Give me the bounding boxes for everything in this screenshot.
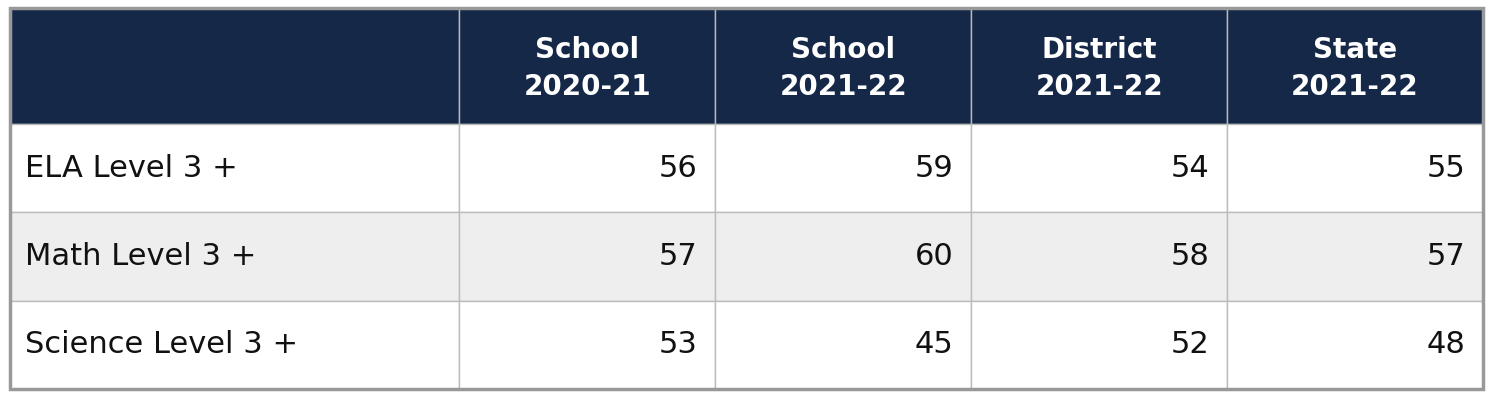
- Bar: [715, 212, 970, 301]
- Bar: [715, 301, 970, 389]
- Bar: [970, 124, 1227, 212]
- Bar: [970, 8, 1227, 124]
- Text: 45: 45: [914, 330, 953, 359]
- Text: School: School: [534, 36, 639, 64]
- Text: 55: 55: [1426, 154, 1465, 183]
- Bar: [715, 124, 970, 212]
- Text: Math Level 3 +: Math Level 3 +: [25, 242, 257, 271]
- Text: 57: 57: [658, 242, 697, 271]
- Text: 2021-22: 2021-22: [779, 73, 906, 101]
- Bar: [460, 8, 715, 124]
- Bar: [1227, 301, 1483, 389]
- Text: District: District: [1041, 36, 1157, 64]
- Bar: [460, 212, 715, 301]
- Text: State: State: [1312, 36, 1397, 64]
- Text: 2020-21: 2020-21: [524, 73, 651, 101]
- Bar: [10, 301, 460, 389]
- Text: 59: 59: [914, 154, 953, 183]
- Text: 48: 48: [1426, 330, 1465, 359]
- Text: 58: 58: [1171, 242, 1209, 271]
- Text: 2021-22: 2021-22: [1035, 73, 1163, 101]
- Bar: [1227, 124, 1483, 212]
- Bar: [10, 8, 460, 124]
- Text: 52: 52: [1171, 330, 1209, 359]
- Bar: [715, 8, 970, 124]
- Bar: [1227, 8, 1483, 124]
- Text: 56: 56: [658, 154, 697, 183]
- Bar: [970, 212, 1227, 301]
- Text: 57: 57: [1426, 242, 1465, 271]
- Text: ELA Level 3 +: ELA Level 3 +: [25, 154, 237, 183]
- Text: 60: 60: [914, 242, 953, 271]
- Bar: [460, 124, 715, 212]
- Text: Science Level 3 +: Science Level 3 +: [25, 330, 299, 359]
- Text: 53: 53: [658, 330, 697, 359]
- Bar: [460, 301, 715, 389]
- Text: 2021-22: 2021-22: [1291, 73, 1418, 101]
- Bar: [10, 124, 460, 212]
- Bar: [10, 212, 460, 301]
- Text: 54: 54: [1171, 154, 1209, 183]
- Text: School: School: [791, 36, 896, 64]
- Bar: [1227, 212, 1483, 301]
- Bar: [970, 301, 1227, 389]
